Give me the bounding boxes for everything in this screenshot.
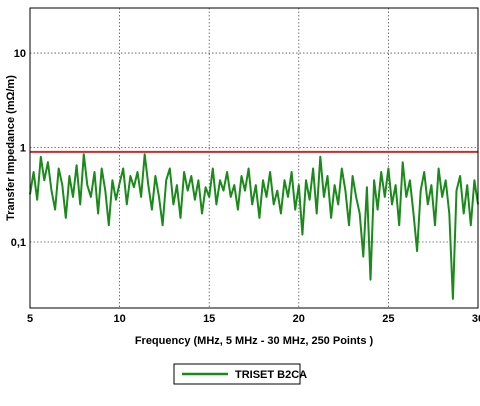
legend-label: TRISET B2CA [235, 369, 307, 381]
x-tick-label: 10 [113, 313, 125, 325]
y-tick-label: 10 [14, 48, 26, 60]
legend: TRISET B2CA [173, 363, 307, 385]
x-tick-labels: 5 10 15 20 25 30 [27, 313, 480, 325]
x-tick-label: 25 [382, 313, 394, 325]
x-tick-label: 20 [293, 313, 305, 325]
x-tick-label: 30 [472, 313, 480, 325]
legend-box [173, 363, 301, 385]
x-tick-label: 5 [27, 313, 33, 325]
series-line-triset-b2ca [29, 153, 479, 300]
plot-frame [29, 7, 479, 309]
x-tick-label: 15 [203, 313, 215, 325]
y-axis-title: Transfer Impedance (mΩ/m) [5, 75, 17, 221]
y-tick-label: 1 [20, 143, 26, 155]
y-tick-label: 0,1 [11, 237, 26, 249]
y-tick-labels: 0,1 1 10 [11, 48, 26, 249]
x-axis-title: Frequency (MHz, 5 MHz - 30 MHz, 250 Poin… [135, 335, 374, 347]
grid [29, 8, 479, 308]
